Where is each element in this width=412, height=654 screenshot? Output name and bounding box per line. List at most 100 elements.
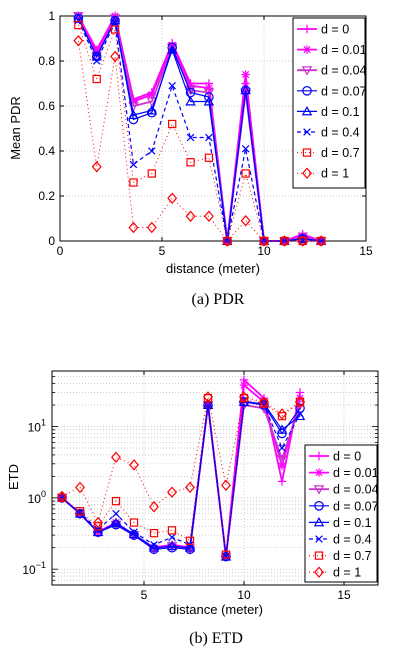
etd-legend-marker — [313, 485, 325, 495]
pdr-data-point — [168, 119, 177, 129]
etd-series — [56, 375, 306, 563]
pdr-data-point — [297, 235, 308, 247]
pdr-series-line — [77, 20, 322, 242]
etd-data-point — [221, 550, 231, 559]
etd-legend: d = 0 d = 0.01 d = 0.04 d = 0.07 d = 0.1 d = … — [304, 444, 379, 583]
pdr-ytick-label: 1 — [48, 9, 55, 23]
pdr-data-point — [73, 12, 84, 22]
pdr-data-point — [168, 81, 176, 90]
etd-ytick-label: 100 — [28, 489, 46, 506]
etd-data-point — [167, 542, 177, 553]
etd-data-point — [259, 400, 269, 410]
etd-data-point — [150, 540, 158, 549]
etd-data-point — [276, 424, 288, 434]
pdr-data-point — [129, 178, 138, 187]
etd-xtick-label: 15 — [337, 588, 351, 602]
pdr-legend-label: d = 0.01 — [321, 43, 367, 57]
etd-data-point — [168, 533, 176, 542]
pdr-legend-marker — [302, 45, 312, 54]
etd-data-point — [277, 408, 287, 420]
pdr-legend-marker — [302, 167, 312, 179]
pdr-data-point — [147, 169, 156, 178]
etd-series-2 — [56, 401, 306, 563]
etd-data-point — [239, 380, 249, 390]
etd-data-point — [148, 545, 160, 555]
pdr-ytick-label: 0.6 — [38, 99, 55, 113]
pdr-series-3 — [73, 13, 326, 246]
etd-ticks: 5 10 15 10−1 100 101 — [22, 370, 378, 602]
pdr-data-point — [185, 86, 196, 96]
etd-data-point — [239, 391, 249, 403]
etd-legend-marker — [314, 566, 324, 578]
etd-data-point — [166, 540, 178, 551]
etd-legend-label: d = 0.4 — [333, 533, 372, 547]
etd-ytick-label: 101 — [28, 418, 46, 435]
pdr-data-point — [186, 133, 195, 142]
pdr-series-0 — [74, 11, 326, 246]
etd-ytick-label: 10−1 — [22, 560, 46, 577]
pdr-data-point — [204, 153, 214, 162]
pdr-series-7 — [73, 35, 327, 247]
pdr-data-point — [185, 210, 196, 222]
etd-legend-label: d = 0.7 — [333, 549, 372, 563]
etd-data-point — [57, 490, 67, 503]
etd-data-point — [75, 481, 85, 494]
pdr-data-point — [240, 84, 251, 95]
etd-xtick-label: 10 — [237, 588, 251, 602]
etd-legend-marker — [314, 468, 324, 477]
pdr-data-point — [240, 88, 251, 98]
pdr-data-point — [241, 70, 250, 79]
pdr-data-point — [185, 96, 196, 106]
pdr-ytick-label: 0.8 — [38, 54, 55, 68]
pdr-data-point — [316, 235, 327, 247]
pdr-series-line — [77, 13, 322, 242]
pdr-legend-label: d = 0.7 — [321, 146, 360, 160]
etd-xtick-label: 5 — [141, 588, 148, 602]
etd-data-point — [74, 508, 86, 518]
pdr-data-point — [110, 25, 120, 34]
etd-legend-marker — [315, 535, 323, 543]
etd-data-point — [276, 455, 288, 465]
pdr-series-5 — [74, 16, 325, 245]
etd-data-point — [277, 477, 287, 486]
pdr-series-line — [77, 24, 322, 242]
pdr-data-point — [186, 158, 195, 167]
pdr-legend-label: d = 0.07 — [321, 84, 367, 98]
pdr-legend-marker — [301, 66, 313, 76]
etd-data-point — [277, 461, 287, 471]
etd-data-point — [220, 551, 232, 561]
pdr-series-1 — [74, 11, 326, 246]
pdr-data-point — [203, 96, 215, 106]
pdr-data-point — [166, 44, 178, 54]
etd-data-point — [93, 522, 103, 531]
pdr-data-point — [241, 144, 250, 153]
etd-legend-marker — [314, 451, 324, 461]
etd-data-point — [259, 396, 269, 408]
pdr-data-point — [167, 42, 177, 53]
etd-legend-label: d = 0.07 — [333, 499, 379, 513]
etd-legend-label: d = 1 — [333, 566, 361, 580]
pdr-data-point — [166, 43, 178, 53]
etd-data-point — [222, 552, 230, 561]
pdr-data-point — [186, 81, 195, 90]
pdr-data-point — [146, 97, 158, 107]
pdr-data-point — [74, 20, 83, 30]
pdr-ytick-label: 0 — [48, 234, 55, 248]
pdr-data-point — [92, 74, 101, 84]
chart-pdr: 0 5 10 15 0 0.2 0.4 0.6 0.8 1 distance (meter) Me… — [8, 9, 373, 308]
pdr-data-point — [146, 221, 157, 234]
pdr-data-point — [203, 210, 214, 222]
pdr-series-2 — [73, 12, 327, 247]
pdr-legend-label: d = 1 — [321, 167, 349, 181]
etd-legend-label: d = 0.1 — [333, 516, 372, 530]
pdr-legend-label: d = 0.1 — [321, 105, 360, 119]
etd-series-line — [61, 397, 301, 555]
etd-data-point — [296, 410, 304, 418]
pdr-legend-marker — [301, 105, 313, 116]
pdr-legend-box — [292, 17, 366, 189]
pdr-legend: d = 0 d = 0.01 d = 0.04 d = 0.07 d = 0.1 d = … — [292, 17, 367, 189]
caption-etd: (b) ETD — [189, 630, 243, 647]
pdr-data-point — [146, 105, 158, 115]
pdr-data-point — [240, 215, 251, 227]
